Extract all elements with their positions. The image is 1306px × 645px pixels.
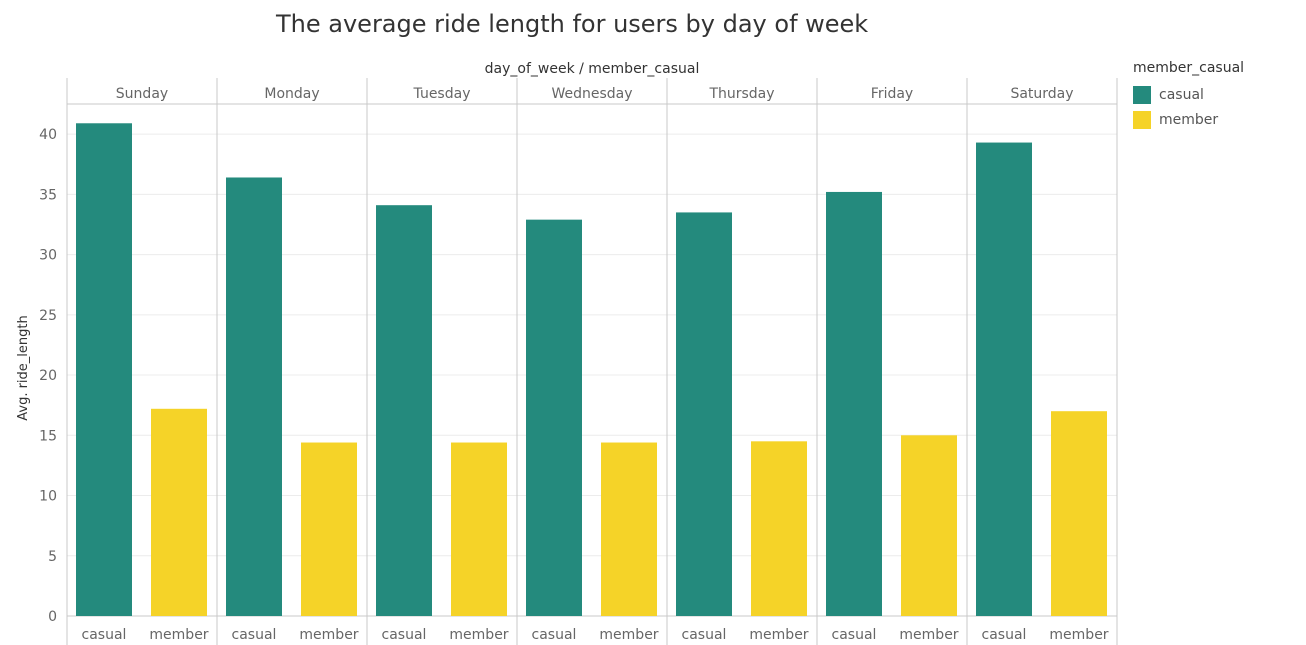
day-header-monday: Monday <box>264 86 319 102</box>
x-tick-label: member <box>899 627 958 643</box>
header-field-label: day_of_week / member_casual <box>485 61 700 77</box>
bar-member-saturday <box>1051 411 1107 616</box>
bar-casual-monday <box>226 177 282 616</box>
x-tick-label: casual <box>982 627 1027 643</box>
x-tick-label: casual <box>532 627 577 643</box>
legend: member_casual casual member <box>1133 60 1244 132</box>
day-header-friday: Friday <box>871 86 913 102</box>
bar-member-thursday <box>751 441 807 616</box>
legend-items: casual member <box>1133 82 1244 132</box>
x-tick-label: casual <box>832 627 877 643</box>
y-tick-label: 5 <box>48 549 57 565</box>
day-header-thursday: Thursday <box>708 86 774 102</box>
y-tick-label: 40 <box>39 127 57 143</box>
bar-casual-wednesday <box>526 219 582 616</box>
x-tick-label: member <box>749 627 808 643</box>
legend-swatch-casual <box>1133 85 1151 104</box>
bar-member-friday <box>901 435 957 616</box>
y-axis-title: Avg. ride_length <box>16 315 31 421</box>
legend-label-member: member <box>1159 111 1219 128</box>
day-header-sunday: Sunday <box>116 86 168 102</box>
legend-label-casual: casual <box>1159 86 1204 103</box>
bar-member-monday <box>301 442 357 616</box>
y-tick-label: 15 <box>39 428 57 444</box>
x-tick-label: member <box>599 627 658 643</box>
x-tick-label: casual <box>82 627 127 643</box>
legend-title: member_casual <box>1133 60 1245 76</box>
y-tick-label: 25 <box>39 308 57 324</box>
day-header-tuesday: Tuesday <box>413 86 471 102</box>
x-tick-label: casual <box>682 627 727 643</box>
bar-casual-saturday <box>976 142 1032 616</box>
y-tick-label: 20 <box>39 368 57 384</box>
day-header-saturday: Saturday <box>1010 86 1073 102</box>
bar-member-tuesday <box>451 442 507 616</box>
x-tick-label: member <box>449 627 508 643</box>
legend-swatch-member <box>1133 110 1151 129</box>
bar-casual-sunday <box>76 123 132 616</box>
x-tick-label: casual <box>232 627 277 643</box>
legend-item-member: member <box>1133 107 1244 132</box>
bar-casual-tuesday <box>376 205 432 616</box>
bar-member-sunday <box>151 408 207 616</box>
y-tick-label: 35 <box>39 187 57 203</box>
x-tick-label: member <box>1049 627 1108 643</box>
day-header-wednesday: Wednesday <box>551 86 632 102</box>
y-tick-label: 0 <box>48 609 57 625</box>
x-tick-label: member <box>149 627 208 643</box>
bar-casual-thursday <box>676 212 732 616</box>
bar-member-wednesday <box>601 442 657 616</box>
legend-item-casual: casual <box>1133 82 1244 107</box>
chart-title: The average ride length for users by day… <box>276 10 869 38</box>
x-tick-label: casual <box>382 627 427 643</box>
x-tick-label: member <box>299 627 358 643</box>
bar-casual-friday <box>826 191 882 616</box>
y-tick-label: 30 <box>39 248 57 264</box>
y-tick-label: 10 <box>39 489 57 505</box>
